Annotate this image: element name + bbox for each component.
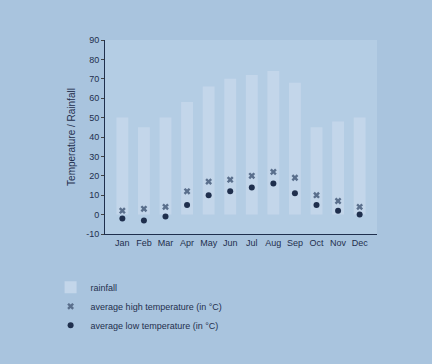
svg-text:Temperature / Rainfall: Temperature / Rainfall	[66, 88, 77, 186]
svg-text:May: May	[200, 238, 218, 248]
svg-text:rainfall: rainfall	[91, 283, 118, 293]
svg-text:Mar: Mar	[158, 238, 174, 248]
svg-text:70: 70	[89, 74, 99, 84]
svg-text:average low temperature (in °C: average low temperature (in °C)	[91, 321, 219, 331]
svg-text:90: 90	[89, 35, 99, 45]
svg-text:Apr: Apr	[180, 238, 194, 248]
svg-text:Jan: Jan	[115, 238, 130, 248]
svg-text:Aug: Aug	[265, 238, 281, 248]
svg-text:0: 0	[94, 210, 99, 220]
svg-text:average high temperature (in °: average high temperature (in °C)	[91, 302, 222, 312]
svg-text:20: 20	[89, 171, 99, 181]
svg-text:-10: -10	[86, 229, 99, 239]
svg-text:50: 50	[89, 113, 99, 123]
svg-text:Feb: Feb	[136, 238, 152, 248]
svg-text:80: 80	[89, 55, 99, 65]
svg-text:Sep: Sep	[287, 238, 303, 248]
svg-text:Oct: Oct	[309, 238, 324, 248]
svg-text:Nov: Nov	[330, 238, 347, 248]
svg-text:60: 60	[89, 93, 99, 103]
svg-text:Jul: Jul	[246, 238, 258, 248]
svg-text:Jun: Jun	[223, 238, 238, 248]
svg-text:30: 30	[89, 152, 99, 162]
svg-text:10: 10	[89, 190, 99, 200]
svg-text:Dec: Dec	[352, 238, 369, 248]
svg-text:40: 40	[89, 132, 99, 142]
